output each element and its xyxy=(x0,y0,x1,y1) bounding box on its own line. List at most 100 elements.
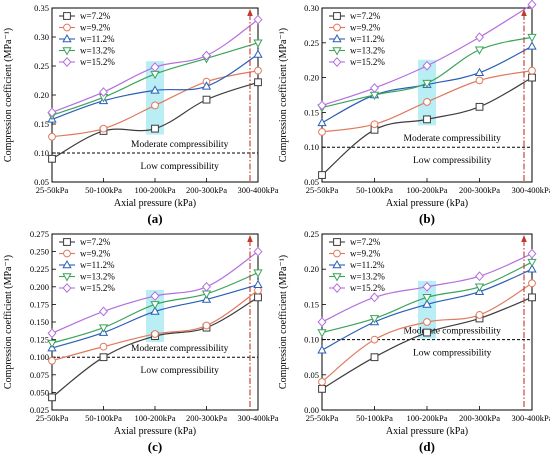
data-point xyxy=(254,66,262,75)
series-group xyxy=(47,279,263,352)
y-axis-title: Compression coefficient (MPa⁻¹) xyxy=(278,28,289,162)
legend-label: w=7.2% xyxy=(80,237,111,247)
legend-marker xyxy=(332,259,342,269)
y-tick-label: 0.15 xyxy=(34,119,49,129)
series-group xyxy=(47,246,263,339)
data-point xyxy=(99,342,108,351)
data-point xyxy=(317,329,327,338)
legend-item: w=9.2% xyxy=(329,23,381,33)
y-tick-label: 0.25 xyxy=(34,61,49,71)
chart-panel: 0.05 0.10 0.15 0.20 0.25 0.30 25-50kPa 50-100kP… xyxy=(278,0,550,226)
y-tick-label: 0.225 xyxy=(30,264,49,274)
legend-item: w=13.2% xyxy=(59,272,115,282)
marker-arrow-icon xyxy=(521,9,527,16)
legend-marker xyxy=(63,238,71,246)
data-point xyxy=(99,306,108,317)
y-tick-label: 0.275 xyxy=(30,229,49,239)
data-point xyxy=(150,291,160,301)
series-group xyxy=(318,66,536,136)
highlight-band xyxy=(418,59,436,126)
data-point xyxy=(528,66,536,75)
low-compressibility-label: Low compressibility xyxy=(413,349,492,359)
legend-label: w=9.2% xyxy=(350,23,381,33)
highlight-band xyxy=(146,61,164,135)
data-point xyxy=(47,339,57,349)
data-point xyxy=(150,85,160,94)
legend-marker xyxy=(62,33,72,43)
series-group xyxy=(47,14,263,118)
data-point xyxy=(527,248,537,259)
panel-label: (d) xyxy=(419,439,435,454)
data-point xyxy=(48,154,56,163)
y-tick-label: 0.025 xyxy=(30,405,49,415)
y-tick-label: 0.075 xyxy=(30,370,49,380)
chart-panel: 0.025 0.050 0.075 0.100 0.125 0.150 0.175 0.200… xyxy=(3,229,279,454)
series-group xyxy=(48,78,262,163)
y-tick-label: 0.05 xyxy=(304,370,319,380)
y-tick-label: 0.35 xyxy=(34,3,49,13)
panel-label: (c) xyxy=(148,439,162,454)
low-compressibility-label: Low compressibility xyxy=(413,156,492,166)
legend-marker xyxy=(333,23,341,32)
x-tick-label: 50-100kPa xyxy=(85,413,122,423)
legend-marker xyxy=(332,33,342,43)
x-axis-title: Axial pressure (kPa) xyxy=(386,426,468,437)
data-point xyxy=(253,39,263,48)
data-point xyxy=(528,73,536,82)
data-point xyxy=(99,353,108,362)
series-group xyxy=(317,0,537,111)
data-point xyxy=(48,393,56,402)
legend-item: w=7.2% xyxy=(59,237,111,247)
legend-label: w=13.2% xyxy=(80,46,115,56)
x-axis-title: Axial pressure (kPa) xyxy=(114,198,196,209)
data-point xyxy=(150,306,160,315)
x-tick-label: 50-100kPa xyxy=(356,413,393,423)
data-point xyxy=(47,107,57,118)
legend-marker xyxy=(63,12,71,20)
y-tick-label: 0.20 xyxy=(34,90,49,100)
moderate-compressibility-label: Moderate compressibility xyxy=(131,344,229,354)
legend-label: w=9.2% xyxy=(350,249,381,259)
data-point xyxy=(422,299,432,308)
legend-label: w=13.2% xyxy=(80,272,115,282)
data-point xyxy=(370,83,379,93)
series-group xyxy=(317,248,537,327)
data-point xyxy=(474,46,485,55)
y-tick-label: 0.15 xyxy=(304,107,319,117)
data-point xyxy=(475,32,484,43)
legend-marker xyxy=(333,238,341,246)
y-tick-label: 0.10 xyxy=(34,148,49,158)
data-point xyxy=(474,67,485,77)
data-point xyxy=(422,79,432,89)
legend-label: w=15.2% xyxy=(80,57,115,67)
legend-marker xyxy=(62,273,72,282)
y-axis-title: Compression coefficient (MPa⁻¹) xyxy=(3,255,14,389)
y-tick-label: 0.250 xyxy=(30,247,49,257)
highlight-band xyxy=(418,280,436,339)
x-tick-label: 100-200kPa xyxy=(134,185,175,195)
y-axis-title: Compression coefficient (MPa⁻¹) xyxy=(3,28,14,162)
legend-item: w=13.2% xyxy=(329,272,385,282)
legend-item: w=7.2% xyxy=(59,11,111,21)
data-point xyxy=(151,330,159,338)
data-point xyxy=(253,246,263,257)
data-point xyxy=(423,115,431,124)
y-tick-label: 0.30 xyxy=(34,32,49,42)
legend-item: w=11.2% xyxy=(59,259,115,270)
data-point xyxy=(253,14,263,25)
data-point xyxy=(527,258,537,268)
y-tick-label: 0.050 xyxy=(30,387,49,397)
x-tick-label: 100-200kPa xyxy=(406,185,447,195)
y-tick-label: 0.25 xyxy=(304,38,319,48)
data-point xyxy=(48,356,56,365)
data-point xyxy=(151,124,159,133)
data-point xyxy=(253,49,263,58)
x-tick-label: 100-200kPa xyxy=(406,413,447,423)
x-axis-title: Axial pressure (kPa) xyxy=(114,426,196,437)
legend-item: w=11.2% xyxy=(329,259,385,270)
data-point xyxy=(150,62,160,73)
marker-arrow-icon xyxy=(521,235,527,242)
data-point xyxy=(475,311,484,319)
data-point xyxy=(370,120,379,129)
series-group xyxy=(317,258,537,338)
